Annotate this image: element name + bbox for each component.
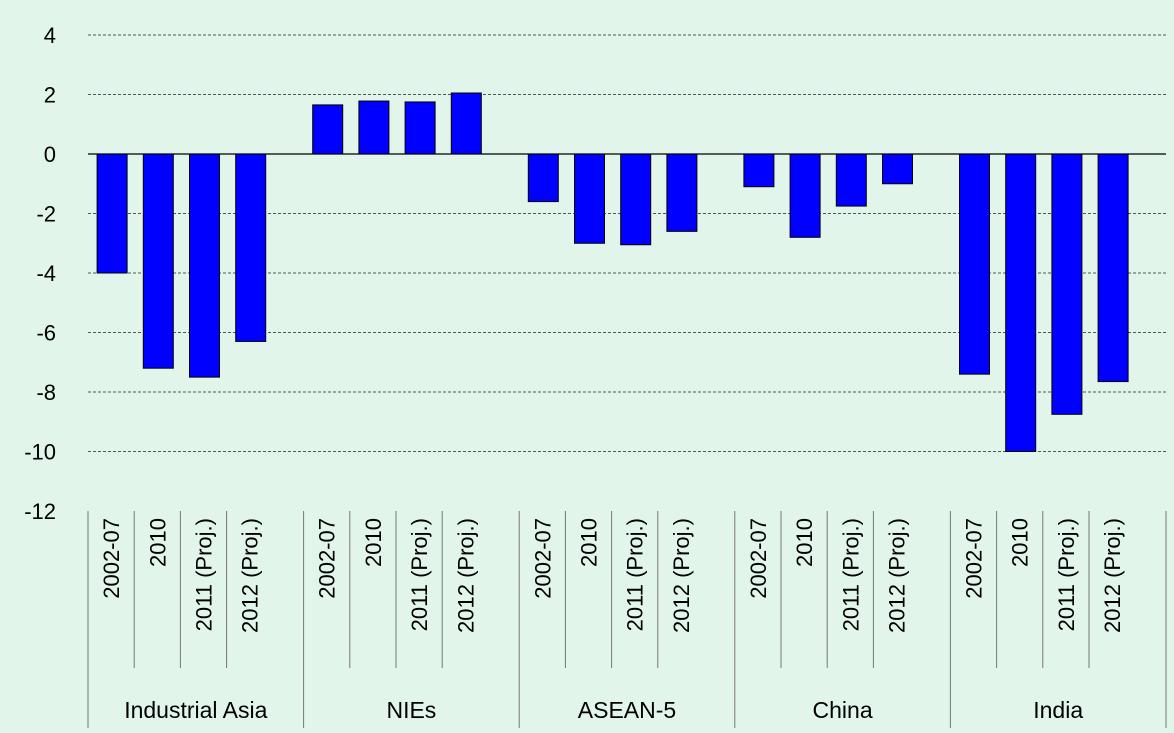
group-label: NIEs bbox=[386, 697, 436, 723]
bar bbox=[189, 153, 220, 378]
y-tick-label: -4 bbox=[36, 261, 56, 286]
x-tick-label: 2002-07 bbox=[530, 518, 555, 599]
x-tick-label: 2011 (Proj.) bbox=[838, 518, 863, 631]
x-tick-label: 2012 (Proj.) bbox=[238, 518, 263, 633]
y-tick-label: -12 bbox=[24, 499, 56, 524]
x-tick-label: 2002-07 bbox=[99, 518, 124, 599]
x-tick-label: 2010 bbox=[1008, 518, 1033, 567]
bar bbox=[96, 153, 128, 274]
x-tick-label: 2011 (Proj.) bbox=[407, 518, 432, 631]
labels: 4 2 0 -2 -4 -6 -8 -10 -12 2002-07 2010 2011 (Proj.)… bbox=[24, 23, 1125, 723]
x-tick-label: 2012 (Proj.) bbox=[885, 518, 910, 633]
bar bbox=[235, 153, 267, 342]
bar bbox=[358, 100, 390, 155]
x-tick-label: 2002-07 bbox=[746, 518, 771, 599]
bar bbox=[882, 153, 913, 185]
y-tick-label: -8 bbox=[36, 380, 56, 405]
x-tick-label: 2002-07 bbox=[962, 518, 987, 599]
x-tick-label: 2010 bbox=[792, 518, 817, 567]
x-tick-label: 2012 (Proj.) bbox=[1100, 518, 1125, 633]
bar bbox=[404, 101, 436, 155]
x-tick-label: 2010 bbox=[145, 518, 170, 567]
bar bbox=[1051, 153, 1083, 415]
y-tick-label: -6 bbox=[36, 321, 56, 346]
bar bbox=[1097, 153, 1129, 383]
group-label: Industrial Asia bbox=[124, 697, 267, 723]
bar bbox=[312, 104, 344, 155]
x-tick-label: 2012 (Proj.) bbox=[453, 518, 478, 633]
bar bbox=[620, 153, 652, 246]
x-tick-label: 2010 bbox=[577, 518, 602, 567]
bar bbox=[789, 153, 821, 238]
bar bbox=[450, 92, 482, 155]
bars bbox=[96, 92, 1129, 452]
axes bbox=[87, 153, 1167, 728]
bar bbox=[743, 153, 775, 188]
group-label: China bbox=[813, 697, 873, 723]
bar bbox=[666, 153, 698, 232]
x-tick-label: 2011 (Proj.) bbox=[192, 518, 217, 631]
y-tick-label: 4 bbox=[44, 23, 56, 48]
y-tick-label: 0 bbox=[44, 142, 56, 167]
y-tick-label: -2 bbox=[36, 202, 56, 227]
bar bbox=[527, 153, 559, 203]
bar bbox=[959, 153, 990, 375]
bar bbox=[1005, 153, 1037, 452]
bar bbox=[835, 153, 867, 207]
bar bbox=[574, 153, 605, 244]
group-label: India bbox=[1033, 697, 1083, 723]
x-tick-label: 2002-07 bbox=[315, 518, 340, 599]
x-tick-label: 2012 (Proj.) bbox=[669, 518, 694, 633]
x-tick-label: 2011 (Proj.) bbox=[1054, 518, 1079, 631]
x-tick-label: 2010 bbox=[361, 518, 386, 567]
y-tick-label: 2 bbox=[44, 83, 56, 108]
bar bbox=[142, 153, 174, 369]
y-tick-label: -10 bbox=[24, 440, 56, 465]
group-label: ASEAN-5 bbox=[578, 697, 676, 723]
x-tick-label: 2011 (Proj.) bbox=[623, 518, 648, 631]
